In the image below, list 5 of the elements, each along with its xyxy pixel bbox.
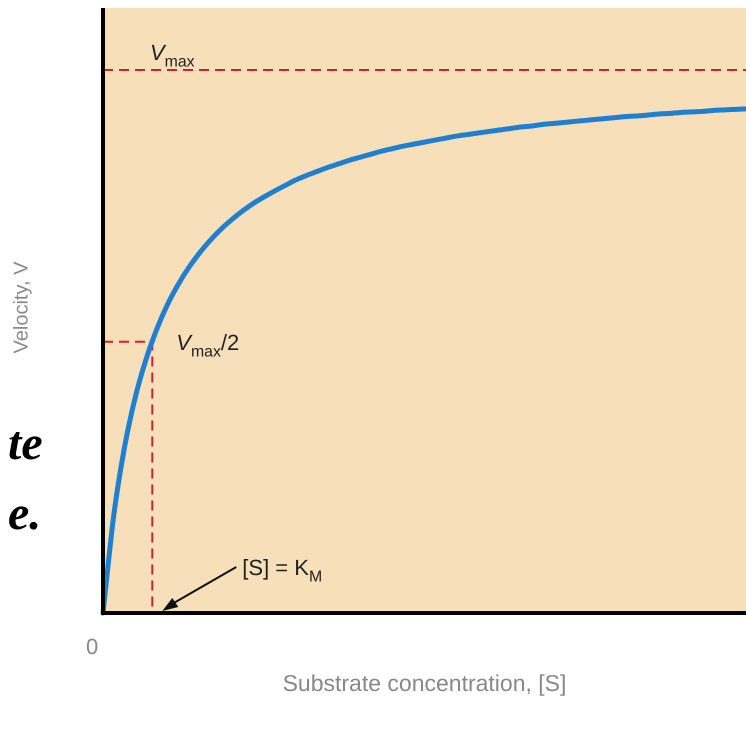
y-axis-title: Velocity, V (10, 260, 34, 356)
text: te (8, 416, 43, 471)
x-axis-title: Substrate concentration, [S] (282, 670, 568, 697)
text: e. (8, 486, 42, 541)
text: 0 (86, 634, 98, 660)
